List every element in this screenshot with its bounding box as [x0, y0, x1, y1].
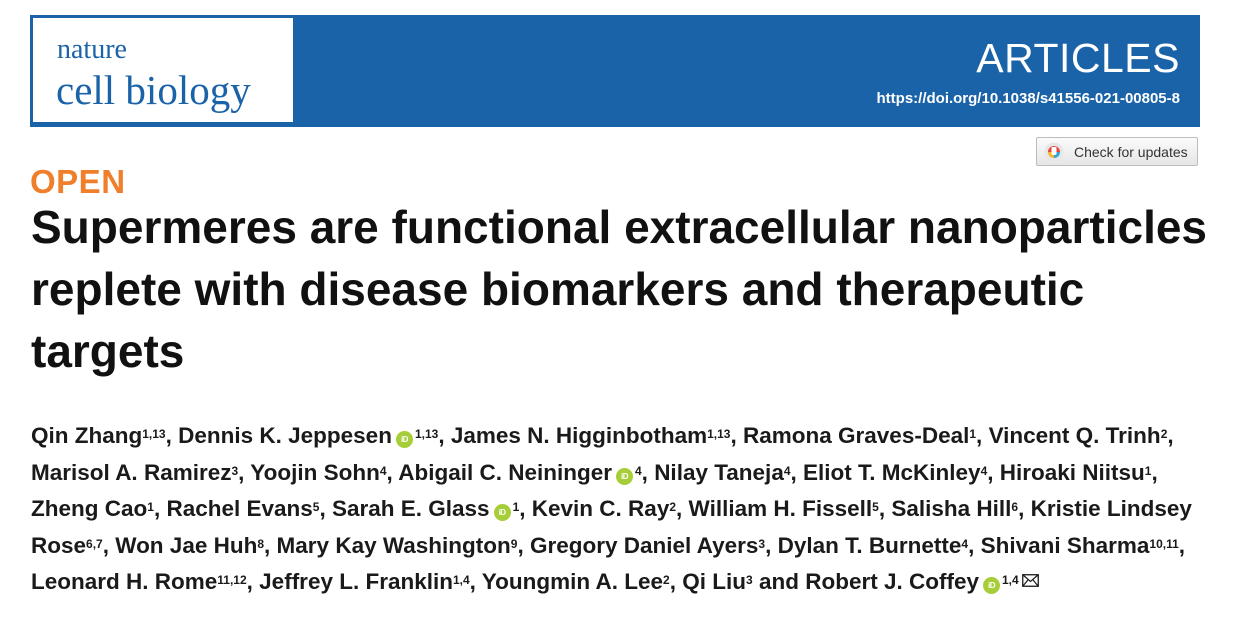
author-name[interactable]: Zheng Cao [31, 496, 148, 521]
affiliation-marker[interactable]: 1 [512, 500, 520, 514]
orcid-icon[interactable]: iD [395, 431, 413, 448]
author-name[interactable]: Vincent Q. Trinh [988, 423, 1161, 448]
author-name[interactable]: Robert J. Coffey [805, 569, 979, 594]
journal-logo-bottom: cell biology [56, 67, 251, 113]
affiliation-marker[interactable]: 4 [961, 536, 969, 551]
author-name[interactable]: Qi Liu [682, 569, 746, 594]
doi-link[interactable]: https://doi.org/10.1038/s41556-021-00805… [876, 90, 1181, 107]
affiliation-marker[interactable]: 3 [746, 573, 753, 587]
author-name[interactable]: Youngmin A. Lee [481, 569, 664, 594]
section-label: ARTICLES [976, 35, 1180, 81]
open-access-label: OPEN [30, 163, 126, 200]
author-name[interactable]: Ramona Graves-Deal [743, 423, 970, 448]
author-name[interactable]: Dennis K. Jeppesen [178, 423, 392, 448]
author-name[interactable]: Yoojin Sohn [250, 459, 380, 485]
affiliation-marker[interactable]: 4 [783, 463, 791, 478]
author-name[interactable]: Hiroaki Niitsu [999, 459, 1145, 485]
author-name[interactable]: Qin Zhang [31, 423, 143, 448]
affiliation-marker[interactable]: 3 [231, 463, 239, 478]
affiliation-marker[interactable]: 1 [969, 427, 977, 441]
affiliation-marker[interactable]: 4 [379, 463, 387, 478]
author-name[interactable]: Sarah E. Glass [331, 496, 490, 521]
affiliation-marker[interactable]: 8 [257, 536, 265, 551]
affiliation-marker[interactable]: 10,11 [1149, 536, 1179, 551]
affiliation-marker[interactable]: 1,13 [414, 427, 439, 441]
author-name[interactable]: Abigail C. Neininger [398, 459, 612, 485]
affiliation-marker[interactable]: 1,4 [452, 573, 470, 587]
orcid-icon[interactable]: iD [493, 504, 511, 521]
author-name[interactable]: Won Jae Huh [115, 532, 258, 558]
author-name[interactable]: Salisha Hill [891, 496, 1012, 521]
journal-logo[interactable]: nature cell biology [32, 17, 294, 123]
author-name[interactable]: Nilay Taneja [654, 459, 784, 485]
author-list: Qin Zhang1,13, Dennis K. Jeppesen iD 1,13,… [31, 423, 1192, 594]
crossmark-icon [1044, 142, 1064, 162]
author-name[interactable]: Gregory Daniel Ayers [529, 532, 759, 558]
affiliation-marker[interactable]: 1 [1144, 463, 1152, 478]
check-for-updates-label: Check for updates [1074, 143, 1188, 160]
orcid-icon[interactable]: iD [982, 577, 1000, 594]
affiliation-marker[interactable]: 2 [1160, 427, 1168, 441]
affiliation-marker[interactable]: 2 [669, 500, 677, 514]
author-name[interactable]: James N. Higginbotham [450, 423, 708, 448]
author-name[interactable]: Kristie Lindsey Rose [31, 496, 1192, 558]
orcid-icon[interactable]: iD [615, 467, 633, 485]
affiliation-marker[interactable]: 9 [510, 536, 518, 551]
author-name[interactable]: Dylan T. Burnette [777, 532, 962, 558]
journal-header: nature cell biology ARTICLES https://doi… [30, 15, 1200, 127]
affiliation-marker[interactable]: 1,13 [142, 427, 166, 441]
author-name[interactable]: Rachel Evans [166, 496, 313, 521]
affiliation-marker[interactable]: 4 [980, 463, 988, 478]
journal-logo-top: nature [57, 34, 127, 65]
author-name[interactable]: Leonard H. Rome [31, 569, 218, 594]
author-name[interactable]: Jeffrey L. Franklin [259, 569, 453, 594]
affiliation-marker[interactable]: 1 [147, 500, 154, 514]
affiliation-marker[interactable]: 6,7 [86, 536, 103, 551]
affiliation-marker[interactable]: 5 [312, 500, 320, 514]
affiliation-marker[interactable]: 3 [758, 536, 766, 551]
affiliation-marker[interactable]: 6 [1011, 500, 1019, 514]
email-icon[interactable] [1021, 574, 1039, 587]
author-name[interactable]: Mary Kay Washington [276, 532, 511, 558]
affiliation-marker[interactable]: 5 [872, 500, 879, 514]
author-name[interactable]: Kevin C. Ray [531, 496, 670, 521]
article-title: Supermeres are functional extracellular … [31, 201, 1208, 377]
affiliation-marker[interactable]: 11,12 [217, 573, 247, 587]
author-name[interactable]: Shivani Sharma [980, 532, 1150, 558]
author-name[interactable]: Eliot T. McKinley [803, 459, 981, 485]
author-name[interactable]: Marisol A. Ramirez [31, 459, 232, 485]
author-name[interactable]: William H. Fissell [688, 496, 873, 521]
check-for-updates-button[interactable]: Check for updates [1036, 137, 1198, 166]
affiliation-marker[interactable]: 2 [663, 573, 670, 587]
affiliation-marker[interactable]: 1,4 [1001, 573, 1019, 587]
affiliation-marker[interactable]: 4 [634, 463, 642, 478]
affiliation-marker[interactable]: 1,13 [707, 427, 731, 441]
